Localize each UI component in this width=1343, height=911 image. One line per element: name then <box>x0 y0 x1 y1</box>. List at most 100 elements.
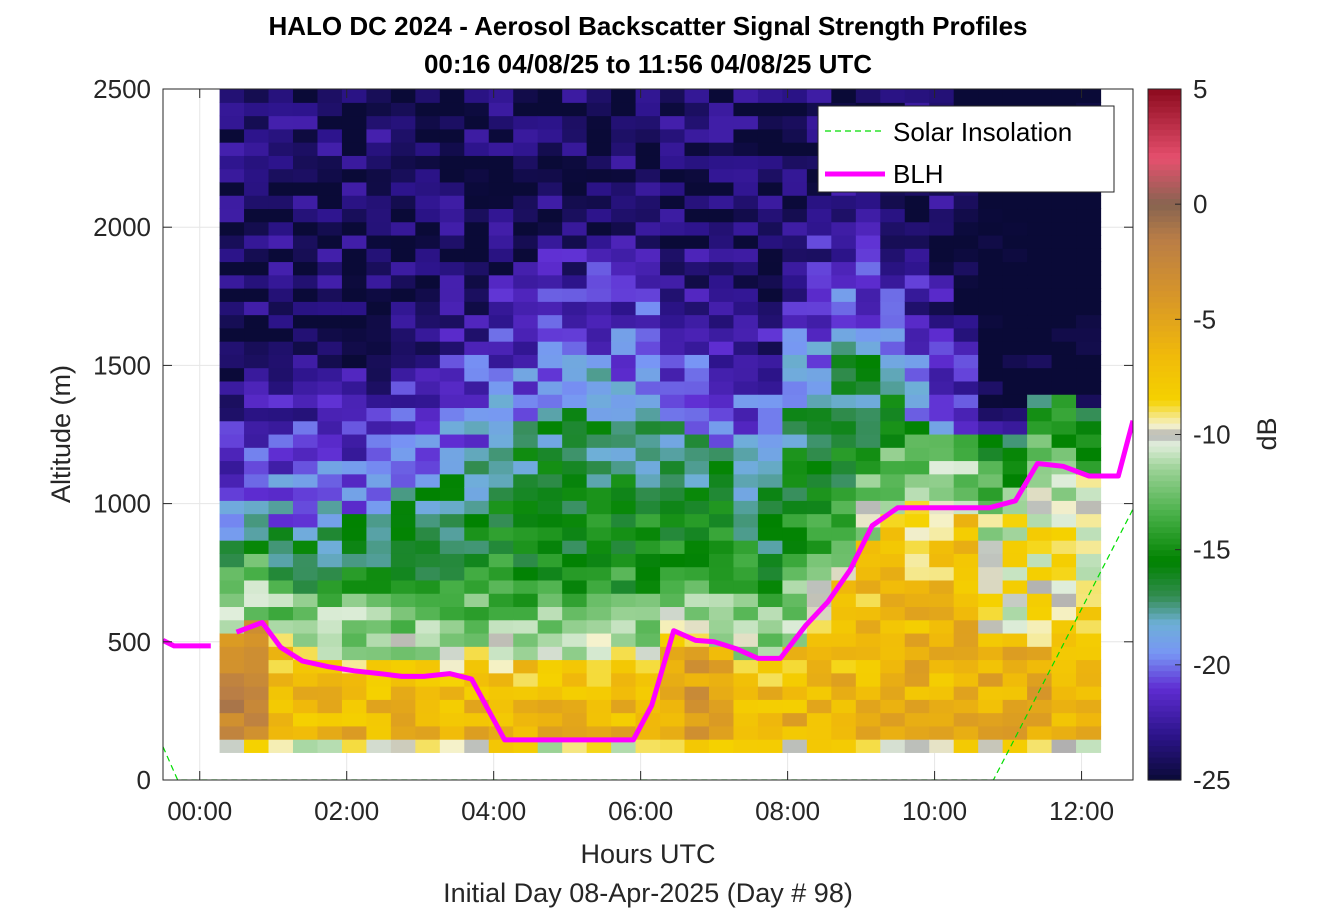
heatmap-cell <box>464 632 490 647</box>
heatmap-cell <box>464 274 490 289</box>
heatmap-cell <box>978 725 1004 740</box>
heatmap-cell <box>1051 553 1077 568</box>
heatmap-cell <box>978 433 1004 448</box>
heatmap-cell <box>439 115 465 130</box>
heatmap-cell <box>513 394 539 409</box>
heatmap-cell <box>1027 288 1053 302</box>
heatmap-cell <box>1002 553 1028 568</box>
heatmap-cell <box>806 500 832 515</box>
heatmap-cell <box>488 433 514 448</box>
heatmap-cell <box>513 473 539 488</box>
heatmap-cell <box>684 288 710 302</box>
heatmap-cell <box>586 473 612 488</box>
heatmap-cell <box>904 487 930 501</box>
heatmap-cell <box>341 433 368 448</box>
heatmap-cell <box>1002 540 1028 554</box>
colorbar-segment <box>1148 209 1181 217</box>
heatmap-cell <box>855 288 881 302</box>
colorbar-segment <box>1148 451 1181 459</box>
heatmap-cell <box>904 394 930 409</box>
heatmap-cell <box>317 155 343 170</box>
heatmap-cell <box>292 579 319 594</box>
heatmap-cell <box>708 195 735 210</box>
heatmap-cell <box>292 367 319 382</box>
heatmap-cell <box>366 354 392 369</box>
heatmap-cell <box>244 394 270 409</box>
heatmap-cell <box>390 181 416 196</box>
heatmap-cell <box>562 314 588 329</box>
heatmap-cell <box>733 487 759 501</box>
heatmap-cell <box>464 659 490 674</box>
heatmap-cell <box>390 593 416 608</box>
heatmap-cell <box>1027 447 1053 462</box>
heatmap-cell <box>219 102 245 117</box>
heatmap-cell <box>268 327 294 342</box>
heatmap-cell <box>244 367 270 382</box>
heatmap-cell <box>292 234 319 249</box>
heatmap-cell <box>390 341 416 355</box>
heatmap-cell <box>439 155 465 170</box>
heatmap-cell <box>660 725 686 740</box>
colorbar-segment <box>1148 492 1181 499</box>
heatmap-cell <box>464 606 490 621</box>
heatmap-cell <box>1076 725 1102 740</box>
heatmap-cell <box>415 540 441 554</box>
heatmap-cell <box>757 181 783 196</box>
heatmap-cell <box>831 460 857 475</box>
heatmap-cell <box>1002 274 1028 289</box>
heatmap-cell <box>1051 420 1077 435</box>
heatmap-cell <box>831 712 857 727</box>
colorbar-segment <box>1148 520 1181 528</box>
heatmap-cell <box>831 593 857 608</box>
heatmap-cell <box>341 420 368 435</box>
heatmap-cell <box>880 367 906 382</box>
heatmap-cell <box>904 473 930 488</box>
heatmap-cell <box>855 672 881 687</box>
heatmap-cell <box>415 89 441 103</box>
heatmap-cell <box>635 142 661 156</box>
heatmap-cell <box>586 699 612 714</box>
heatmap-cell <box>244 221 270 236</box>
heatmap-cell <box>782 367 808 382</box>
heatmap-cell <box>1002 686 1028 700</box>
colorbar-tick-label: -5 <box>1193 304 1216 334</box>
heatmap-cell <box>1076 407 1102 422</box>
heatmap-cell <box>1076 553 1102 568</box>
heatmap-cell <box>341 579 368 594</box>
y-tick-label: 2000 <box>93 212 151 242</box>
heatmap-cell <box>488 394 514 409</box>
heatmap-cell <box>366 712 392 727</box>
heatmap-cell <box>757 606 783 621</box>
colorbar-segment <box>1148 89 1181 96</box>
heatmap-cell <box>929 195 955 210</box>
heatmap-cell <box>1002 672 1028 687</box>
heatmap-cell <box>953 327 979 342</box>
heatmap-cell <box>586 447 612 462</box>
heatmap-cell <box>366 248 392 263</box>
heatmap-cell <box>1002 420 1028 435</box>
heatmap-cell <box>268 102 294 117</box>
heatmap-cell <box>317 142 343 156</box>
heatmap-cell <box>562 725 588 740</box>
heatmap-cell <box>880 248 906 263</box>
heatmap-cell <box>244 89 270 103</box>
heatmap-cell <box>464 407 490 422</box>
heatmap-cell <box>635 195 661 210</box>
heatmap-cell <box>390 473 416 488</box>
heatmap-cell <box>244 712 270 727</box>
heatmap-cell <box>855 686 881 700</box>
heatmap-cell <box>562 420 588 435</box>
heatmap-cell <box>757 288 783 302</box>
colorbar-segment <box>1148 762 1181 770</box>
heatmap-cell <box>757 274 783 289</box>
heatmap-cell <box>733 314 759 329</box>
heatmap-cell <box>244 606 270 621</box>
heatmap-cell <box>488 632 514 647</box>
heatmap-cell <box>537 327 563 342</box>
heatmap-cell <box>268 433 294 448</box>
heatmap-cell <box>757 115 783 130</box>
heatmap-cell <box>953 367 979 382</box>
colorbar-segment <box>1148 348 1181 355</box>
heatmap-cell <box>684 221 710 236</box>
heatmap-cell <box>684 142 710 156</box>
